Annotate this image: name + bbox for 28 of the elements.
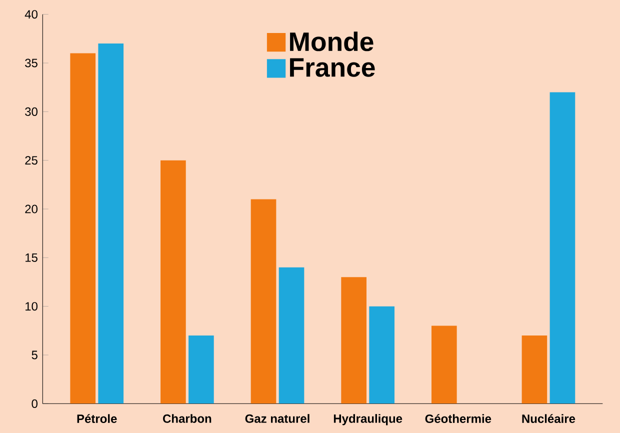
y-tick-label: 15 [26,253,38,262]
x-tick-label: Nucléaire [522,414,576,423]
bar [70,53,96,404]
y-tick-label: 30 [25,107,38,116]
bar [188,336,214,404]
y-tick-label: 0 [32,399,38,408]
x-tick-label: Gaz naturel [245,414,310,423]
y-tick-label: 40 [24,10,38,19]
bar [550,92,576,404]
legend-label: Monde [290,32,374,52]
x-tick-label: Charbon [163,414,212,423]
bar [98,44,124,404]
legend-label: France [290,58,375,77]
bar [431,326,457,404]
bar [369,306,394,404]
x-tick-label: Géothermie [425,414,492,423]
bar [160,160,186,404]
y-tick-label: 10 [26,302,38,311]
bar [278,267,304,404]
bar [522,336,548,404]
y-tick-label: 35 [25,58,38,68]
bar [250,199,276,404]
x-tick-label: Pétrole [77,414,117,423]
x-tick-label: Hydraulique [334,414,402,426]
y-tick-label: 25 [25,156,38,165]
y-tick-label: 20 [25,204,38,214]
y-tick-label: 5 [32,350,38,360]
bar [341,277,366,404]
